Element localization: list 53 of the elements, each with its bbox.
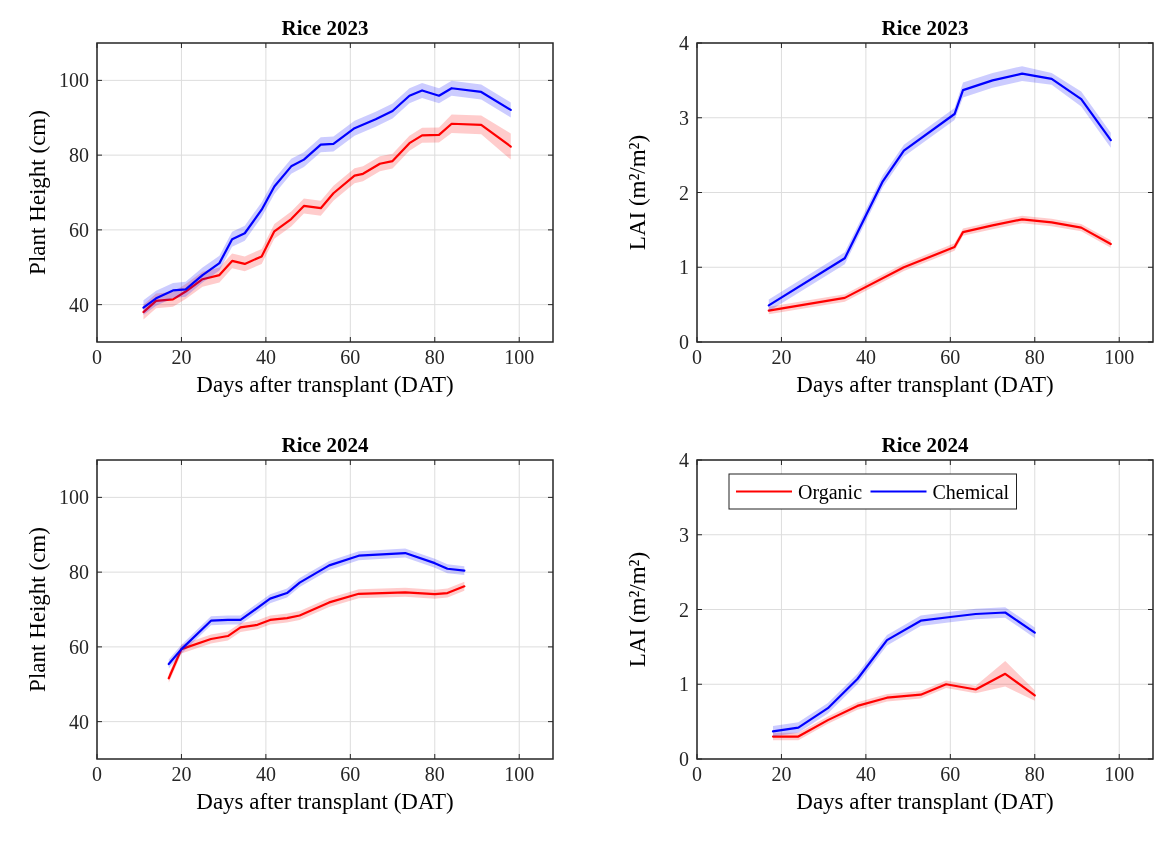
- x-axis-title: Days after transplant (DAT): [796, 789, 1054, 814]
- y-tick-label: 4: [679, 32, 689, 54]
- y-tick-label: 60: [69, 635, 89, 658]
- y-axis-title: LAI (m²/m²): [625, 134, 650, 251]
- y-tick-label: 2: [679, 181, 689, 204]
- y-axis-title: LAI (m²/m²): [625, 551, 650, 668]
- x-tick-label: 60: [940, 346, 961, 368]
- legend-label: Organic: [798, 480, 863, 504]
- y-tick-label: 2: [679, 598, 689, 621]
- x-tick-label: 80: [424, 763, 445, 785]
- x-tick-label: 100: [1104, 346, 1135, 368]
- legend-label: Chemical: [932, 480, 1010, 503]
- x-tick-label: 40: [255, 763, 276, 785]
- x-axis-title: Days after transplant (DAT): [796, 372, 1054, 397]
- x-tick-label: 40: [255, 346, 276, 368]
- y-tick-label: 40: [69, 293, 89, 316]
- y-tick-label: 1: [679, 256, 689, 279]
- y-axis-title: Plant Height (cm): [25, 110, 50, 275]
- x-tick-label: 20: [171, 346, 192, 368]
- x-tick-label: 100: [1104, 763, 1135, 785]
- x-tick-label: 80: [1024, 763, 1045, 785]
- y-tick-label: 80: [69, 144, 89, 167]
- x-tick-label: 40: [855, 346, 876, 368]
- y-tick-label: 0: [679, 331, 689, 353]
- x-tick-label: 100: [504, 763, 535, 785]
- line-series: [771, 672, 1036, 738]
- x-tick-label: 60: [940, 763, 961, 785]
- x-tick-label: 20: [771, 346, 792, 368]
- y-tick-label: 40: [69, 710, 89, 733]
- x-tick-label: 20: [771, 763, 792, 785]
- chart-title: Rice 2024: [281, 433, 369, 457]
- y-axis-title: Plant Height (cm): [25, 527, 50, 692]
- x-tick-label: 60: [340, 346, 361, 368]
- x-tick-label: 100: [504, 346, 535, 368]
- x-tick-label: 20: [171, 763, 192, 785]
- x-axis-title: Days after transplant (DAT): [196, 789, 454, 814]
- y-tick-label: 3: [679, 106, 689, 129]
- y-tick-label: 100: [59, 486, 89, 509]
- x-tick-label: 80: [1024, 346, 1045, 368]
- x-axis-title: Days after transplant (DAT): [196, 372, 454, 397]
- y-tick-label: 0: [679, 748, 689, 770]
- x-tick-label: 40: [855, 763, 876, 785]
- y-tick-label: 100: [59, 69, 89, 92]
- y-tick-label: 1: [679, 673, 689, 696]
- chart-title: Rice 2024: [881, 433, 969, 457]
- y-tick-label: 3: [679, 523, 689, 546]
- chart-title: Rice 2023: [881, 16, 969, 40]
- y-tick-label: 60: [69, 218, 89, 241]
- x-tick-label: 60: [340, 763, 361, 785]
- x-tick-label: 80: [424, 346, 445, 368]
- chart-title: Rice 2023: [281, 16, 369, 40]
- y-tick-label: 4: [679, 449, 689, 471]
- y-tick-label: 80: [69, 561, 89, 584]
